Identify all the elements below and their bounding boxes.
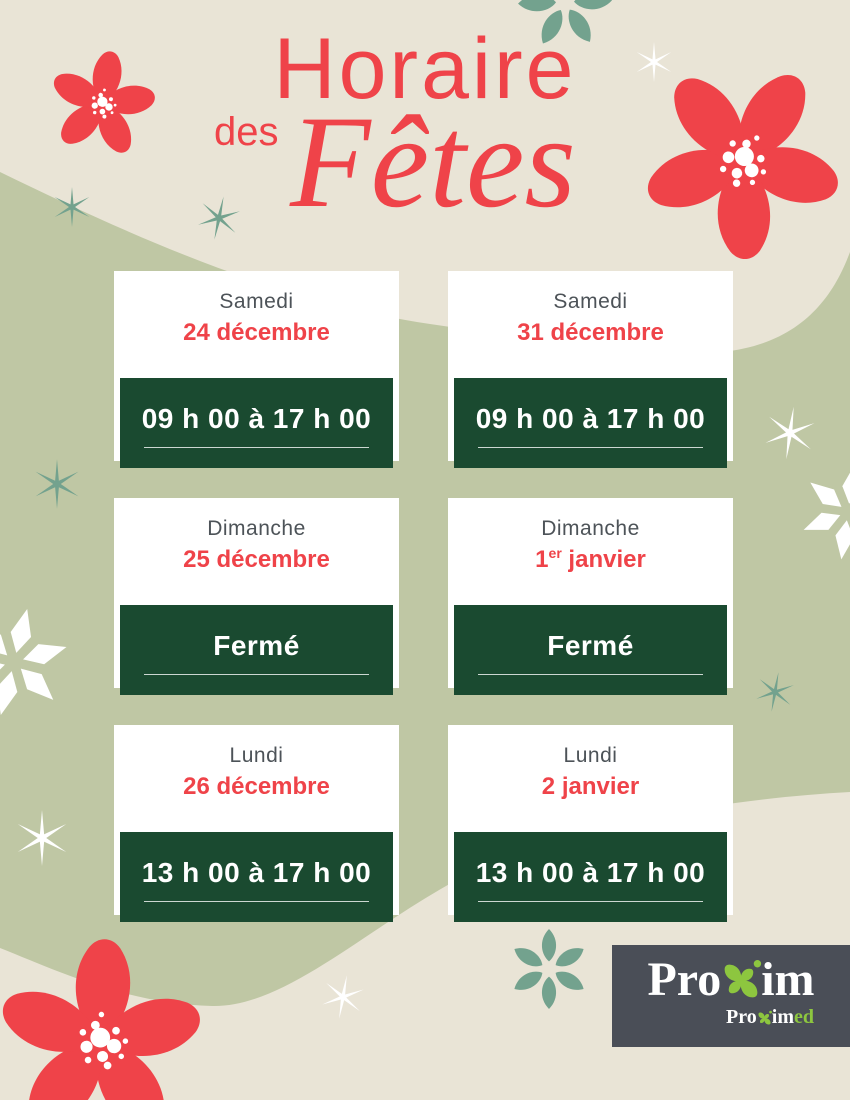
title-horaire: Horaire [273, 21, 577, 117]
hours-panel: 09 h 00 à 17 h 00 [454, 378, 727, 468]
date-label: 24 décembre [120, 319, 393, 347]
brand-post: im [761, 953, 815, 1006]
card-header: Dimanche 25 décembre [120, 517, 393, 605]
title-des: des [214, 110, 279, 154]
schedule-card-dec31: Samedi 31 décembre 09 h 00 à 17 h 00 [448, 271, 733, 468]
brand-pre: Pro [647, 953, 722, 1006]
schedule-card-jan1: Dimanche 1er janvier Fermé [448, 498, 733, 695]
day-label: Lundi [563, 744, 618, 767]
date-main: 26 décembre [183, 773, 330, 801]
hours-panel: Fermé [120, 605, 393, 695]
proximed-wordmark: Pro im ed [612, 1007, 850, 1027]
poster-title: Horaire des Fêtes [0, 0, 850, 260]
proxim-wordmark: Pro im [612, 956, 850, 1004]
day-label: Dimanche [541, 517, 640, 540]
date-label: 26 décembre [120, 773, 393, 801]
date-rest: janvier [561, 546, 646, 574]
hours-underline [144, 901, 369, 902]
card-header: Dimanche 1er janvier [454, 517, 727, 605]
date-sup: er [548, 545, 562, 562]
date-main: 1 [535, 546, 549, 574]
hours-text: 09 h 00 à 17 h 00 [475, 403, 706, 434]
hours-text: 09 h 00 à 17 h 00 [141, 403, 372, 434]
card-header: Samedi 24 décembre [120, 290, 393, 378]
hours-text: Fermé [547, 630, 634, 661]
hours-underline [478, 447, 703, 448]
hours-text: 13 h 00 à 17 h 00 [141, 857, 372, 888]
hours-panel: 13 h 00 à 17 h 00 [454, 832, 727, 922]
sub-pre: Pro [726, 1006, 757, 1028]
date-label: 25 décembre [120, 546, 393, 574]
date-main: 24 décembre [183, 319, 330, 347]
date-label: 31 décembre [454, 319, 727, 347]
date-label: 2 janvier [454, 773, 727, 801]
hours-panel: 13 h 00 à 17 h 00 [120, 832, 393, 922]
schedule-card-jan2: Lundi 2 janvier 13 h 00 à 17 h 00 [448, 725, 733, 922]
date-main: 31 décembre [517, 319, 664, 347]
hours-text: Fermé [213, 630, 300, 661]
hours-underline [478, 674, 703, 675]
proxim-logo: Pro im Pro [612, 945, 850, 1047]
day-label: Samedi [553, 290, 628, 313]
sub-post: ed [794, 1006, 814, 1028]
title-fetes: Fêtes [290, 88, 576, 235]
hours-underline [478, 901, 703, 902]
day-label: Lundi [229, 744, 284, 767]
card-header: Lundi 26 décembre [120, 744, 393, 832]
leaf-flower-icon [511, 929, 587, 1009]
day-label: Samedi [219, 290, 294, 313]
schedule-card-dec26: Lundi 26 décembre 13 h 00 à 17 h 00 [114, 725, 399, 922]
sub-mid: im [771, 1006, 794, 1028]
card-header: Samedi 31 décembre [454, 290, 727, 378]
date-label: 1er janvier [454, 546, 727, 574]
leaf-x-icon [724, 960, 762, 998]
date-main: 25 décembre [183, 546, 330, 574]
hours-underline [144, 674, 369, 675]
day-label: Dimanche [207, 517, 306, 540]
schedule-card-dec24: Samedi 24 décembre 09 h 00 à 17 h 00 [114, 271, 399, 468]
hours-panel: Fermé [454, 605, 727, 695]
hours-text: 13 h 00 à 17 h 00 [475, 857, 706, 888]
hours-panel: 09 h 00 à 17 h 00 [120, 378, 393, 468]
schedule-card-dec25: Dimanche 25 décembre Fermé [114, 498, 399, 695]
leaf-x-icon [758, 1010, 772, 1025]
hours-underline [144, 447, 369, 448]
card-header: Lundi 2 janvier [454, 744, 727, 832]
date-main: 2 janvier [541, 773, 640, 801]
sparkle-icon [319, 972, 366, 1022]
